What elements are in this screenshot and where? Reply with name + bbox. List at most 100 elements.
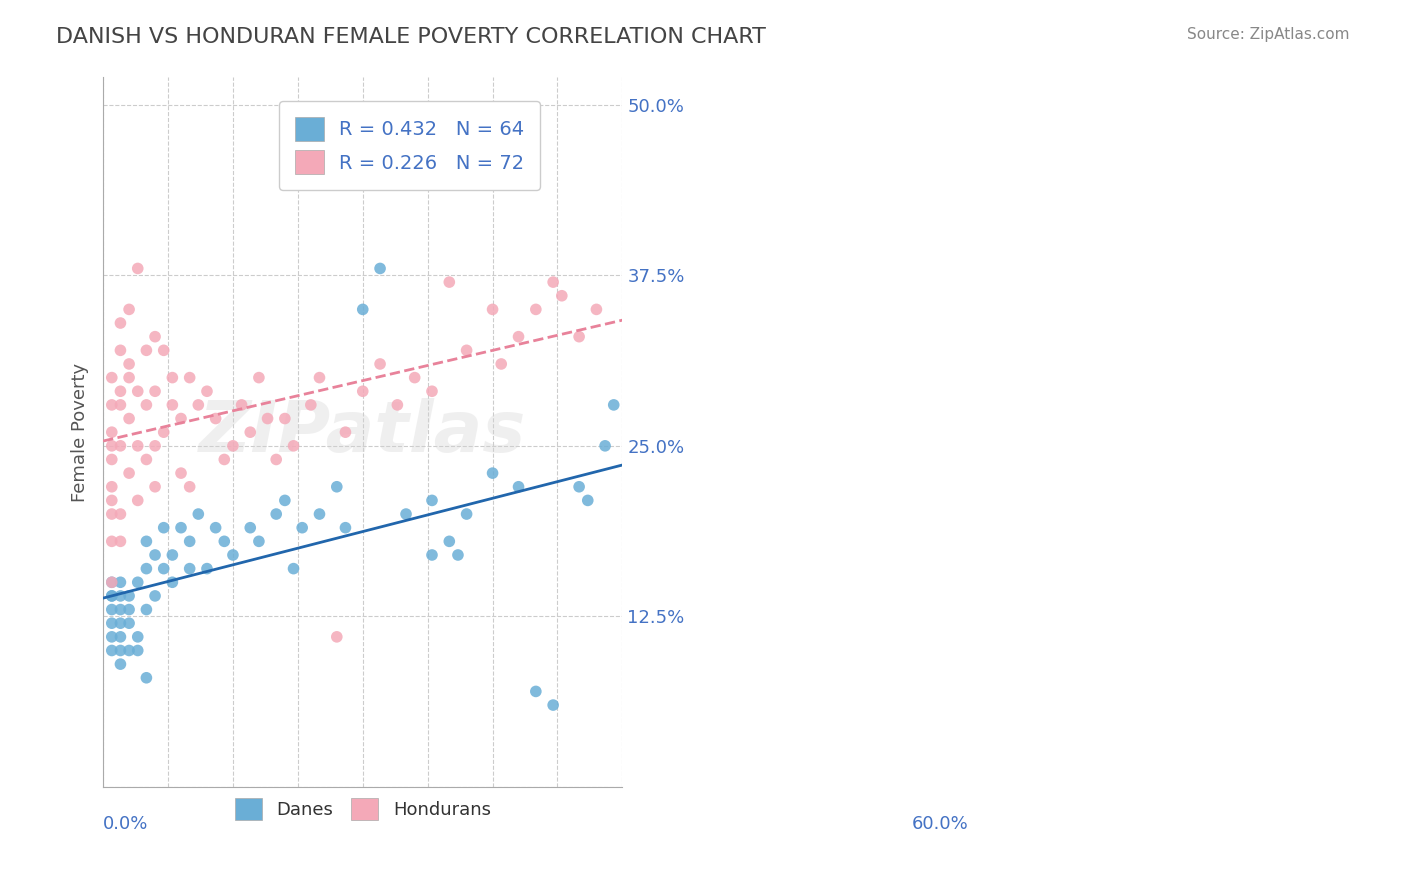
Point — [101, 602, 124, 616]
Point — [101, 575, 124, 590]
Point — [118, 370, 141, 384]
Point — [170, 521, 193, 535]
Point — [420, 493, 443, 508]
Point — [568, 480, 591, 494]
Point — [551, 289, 574, 303]
Point — [101, 534, 124, 549]
Point — [179, 561, 201, 575]
Point — [135, 671, 157, 685]
Point — [524, 684, 547, 698]
Point — [420, 548, 443, 562]
Point — [110, 316, 132, 330]
Point — [101, 398, 124, 412]
Point — [110, 657, 132, 672]
Point — [395, 507, 418, 521]
Point — [127, 575, 149, 590]
Point — [239, 425, 262, 440]
Point — [143, 589, 166, 603]
Point — [283, 439, 305, 453]
Point — [118, 357, 141, 371]
Point — [101, 452, 124, 467]
Point — [387, 398, 409, 412]
Point — [143, 548, 166, 562]
Point — [308, 370, 330, 384]
Point — [187, 398, 209, 412]
Point — [299, 398, 322, 412]
Point — [101, 425, 124, 440]
Point — [118, 302, 141, 317]
Point — [143, 384, 166, 399]
Point — [489, 357, 512, 371]
Point — [541, 698, 564, 712]
Point — [179, 480, 201, 494]
Point — [127, 384, 149, 399]
Point — [101, 439, 124, 453]
Point — [101, 630, 124, 644]
Point — [152, 561, 174, 575]
Point — [214, 534, 236, 549]
Point — [264, 452, 287, 467]
Point — [335, 425, 357, 440]
Point — [195, 384, 218, 399]
Point — [101, 507, 124, 521]
Point — [326, 630, 349, 644]
Point — [110, 398, 132, 412]
Point — [110, 589, 132, 603]
Point — [447, 548, 470, 562]
Point — [118, 411, 141, 425]
Point — [101, 616, 124, 631]
Point — [283, 561, 305, 575]
Point — [195, 561, 218, 575]
Point — [222, 439, 245, 453]
Point — [239, 521, 262, 535]
Point — [593, 439, 616, 453]
Point — [152, 521, 174, 535]
Point — [508, 480, 530, 494]
Point — [187, 507, 209, 521]
Point — [135, 534, 157, 549]
Point — [222, 548, 245, 562]
Point — [368, 357, 391, 371]
Point — [368, 261, 391, 276]
Point — [204, 521, 226, 535]
Point — [143, 329, 166, 343]
Text: Source: ZipAtlas.com: Source: ZipAtlas.com — [1187, 27, 1350, 42]
Point — [110, 439, 132, 453]
Point — [152, 425, 174, 440]
Text: 0.0%: 0.0% — [103, 815, 149, 833]
Point — [247, 370, 270, 384]
Point — [127, 643, 149, 657]
Point — [231, 398, 253, 412]
Point — [352, 302, 374, 317]
Point — [603, 398, 626, 412]
Point — [162, 548, 184, 562]
Point — [326, 480, 349, 494]
Point — [118, 616, 141, 631]
Point — [524, 302, 547, 317]
Point — [127, 261, 149, 276]
Point — [274, 493, 297, 508]
Point — [110, 616, 132, 631]
Point — [101, 575, 124, 590]
Point — [274, 411, 297, 425]
Point — [118, 589, 141, 603]
Point — [214, 452, 236, 467]
Point — [162, 370, 184, 384]
Text: ZIPatlas: ZIPatlas — [200, 398, 526, 467]
Point — [162, 575, 184, 590]
Point — [568, 329, 591, 343]
Point — [170, 466, 193, 480]
Point — [256, 411, 278, 425]
Point — [110, 534, 132, 549]
Point — [135, 561, 157, 575]
Point — [110, 575, 132, 590]
Point — [110, 602, 132, 616]
Point — [291, 521, 314, 535]
Point — [101, 589, 124, 603]
Point — [152, 343, 174, 358]
Point — [110, 384, 132, 399]
Point — [308, 507, 330, 521]
Point — [110, 507, 132, 521]
Point — [264, 507, 287, 521]
Point — [179, 534, 201, 549]
